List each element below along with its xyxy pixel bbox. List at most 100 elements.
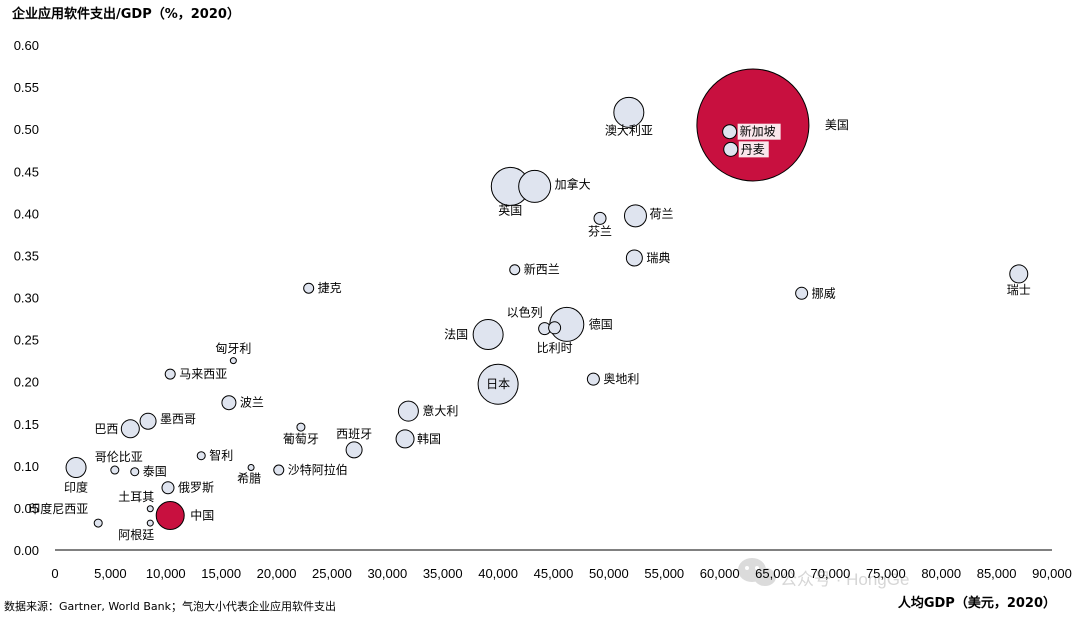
x-tick-label: 35,000 xyxy=(423,566,463,581)
bubble-label: 智利 xyxy=(209,448,233,463)
bubble-label: 土耳其 xyxy=(118,490,154,504)
bubble xyxy=(625,249,643,267)
bubble-label: 沙特阿拉伯 xyxy=(288,462,348,477)
x-tick-label: 25,000 xyxy=(312,566,352,581)
bubble-label: 巴西 xyxy=(94,422,118,436)
y-tick-label: 0.40 xyxy=(14,206,39,221)
x-tick-label: 30,000 xyxy=(367,566,407,581)
x-tick-label: 80,000 xyxy=(921,566,961,581)
y-tick-label: 0.35 xyxy=(14,248,39,263)
y-axis: 0.00 0.05 0.10 0.15 0.20 0.25 0.30 0.35 0.40 0.45… xyxy=(14,38,39,558)
bubble xyxy=(139,412,157,430)
bubble-label: 澳大利亚 xyxy=(605,123,653,137)
bubble-label: 泰国 xyxy=(143,465,167,479)
chart-title: 企业应用软件支出/GDP（%，2020） xyxy=(11,6,240,22)
bubble xyxy=(155,500,185,530)
bubble-label: 英国 xyxy=(498,203,522,217)
x-tick-label: 5,000 xyxy=(94,566,127,581)
bubble xyxy=(196,451,206,461)
bubble xyxy=(518,169,552,203)
bubble xyxy=(120,419,140,439)
bubble-label: 韩国 xyxy=(417,431,441,446)
x-tick-label: 15,000 xyxy=(201,566,241,581)
bubble xyxy=(161,481,175,495)
bubble xyxy=(221,395,237,411)
bubble-label: 比利时 xyxy=(537,341,573,355)
x-tick-label: 40,000 xyxy=(478,566,518,581)
bubble-label: 中国 xyxy=(190,507,214,522)
y-tick-label: 0.00 xyxy=(14,543,39,558)
x-tick-label: 20,000 xyxy=(257,566,297,581)
bubble xyxy=(395,429,415,449)
bubble-label: 丹麦 xyxy=(741,142,765,156)
bubble-label: 印度尼西亚 xyxy=(28,501,88,516)
x-tick-label: 60,000 xyxy=(700,566,740,581)
bubble-label: 意大利 xyxy=(422,403,458,418)
bubble xyxy=(509,264,521,276)
bubble-label: 以色列 xyxy=(507,306,543,320)
y-tick-label: 0.30 xyxy=(14,291,39,306)
bubble-label: 阿根廷 xyxy=(118,528,154,542)
bubble xyxy=(548,321,562,335)
y-tick-label: 0.50 xyxy=(14,122,39,137)
bubble-label: 哥伦比亚 xyxy=(95,449,143,464)
bubble xyxy=(593,211,607,225)
bubble xyxy=(397,400,419,422)
bubble xyxy=(472,319,504,351)
bubble-label: 瑞士 xyxy=(1007,283,1031,297)
bubble-label: 印度 xyxy=(64,480,88,495)
bubble-label: 墨西哥 xyxy=(160,412,196,426)
bubble-label: 捷克 xyxy=(318,281,342,295)
bubble-label: 新西兰 xyxy=(524,262,560,277)
y-tick-label: 0.45 xyxy=(14,164,39,179)
bubble-label: 西班牙 xyxy=(336,427,372,441)
bubble xyxy=(93,518,103,528)
bubble-label: 法国 xyxy=(444,328,468,342)
x-tick-label: 70,000 xyxy=(811,566,851,581)
bubble xyxy=(130,467,140,477)
x-tick-label: 55,000 xyxy=(644,566,684,581)
bubble xyxy=(273,464,285,476)
x-tick-label: 0 xyxy=(51,566,58,581)
bubble-label: 希腊 xyxy=(237,471,261,486)
wechat-icon xyxy=(738,558,776,586)
bubble xyxy=(722,124,738,140)
x-tick-label: 65,000 xyxy=(755,566,795,581)
bubble xyxy=(146,505,154,513)
x-tick-label: 50,000 xyxy=(589,566,629,581)
bubble xyxy=(1009,264,1029,284)
bubble-label: 日本 xyxy=(486,377,510,391)
bubble xyxy=(164,368,176,380)
bubble xyxy=(296,422,306,432)
bubble xyxy=(795,286,809,300)
bubble-label: 芬兰 xyxy=(588,224,612,238)
bubble-label: 匈牙利 xyxy=(215,342,251,356)
y-tick-label: 0.25 xyxy=(14,333,39,348)
y-tick-label: 0.55 xyxy=(14,80,39,95)
x-axis-label: 人均GDP（美元，2020） xyxy=(898,595,1056,611)
x-axis: 0 5,000 10,000 15,000 20,000 25,000 30,000 35,0… xyxy=(51,566,1072,581)
label-background xyxy=(738,141,769,158)
bubble xyxy=(247,464,255,472)
bubble-label: 德国 xyxy=(589,316,613,331)
bubble-label: 葡萄牙 xyxy=(283,432,319,446)
bubble xyxy=(146,519,154,527)
bubble-label: 奥地利 xyxy=(603,372,639,386)
y-tick-label: 0.10 xyxy=(14,459,39,474)
bubble xyxy=(65,457,87,479)
bubble xyxy=(613,96,645,128)
bubble xyxy=(345,441,363,459)
y-tick-label: 0.15 xyxy=(14,417,39,432)
bubble-label: 波兰 xyxy=(240,396,264,410)
bubble xyxy=(229,357,237,365)
y-tick-label: 0.20 xyxy=(14,375,39,390)
bubble-label: 马来西亚 xyxy=(179,367,227,381)
x-tick-label: 90,000 xyxy=(1032,566,1072,581)
bubble-label: 瑞典 xyxy=(646,251,670,265)
bubble-label: 荷兰 xyxy=(649,207,673,221)
y-tick-label: 0.60 xyxy=(14,38,39,53)
x-tick-label: 45,000 xyxy=(534,566,574,581)
source-note: 数据来源：Gartner, World Bank；气泡大小代表企业应用软件支出 xyxy=(4,599,336,613)
bubble-label: 新加坡 xyxy=(740,124,776,139)
